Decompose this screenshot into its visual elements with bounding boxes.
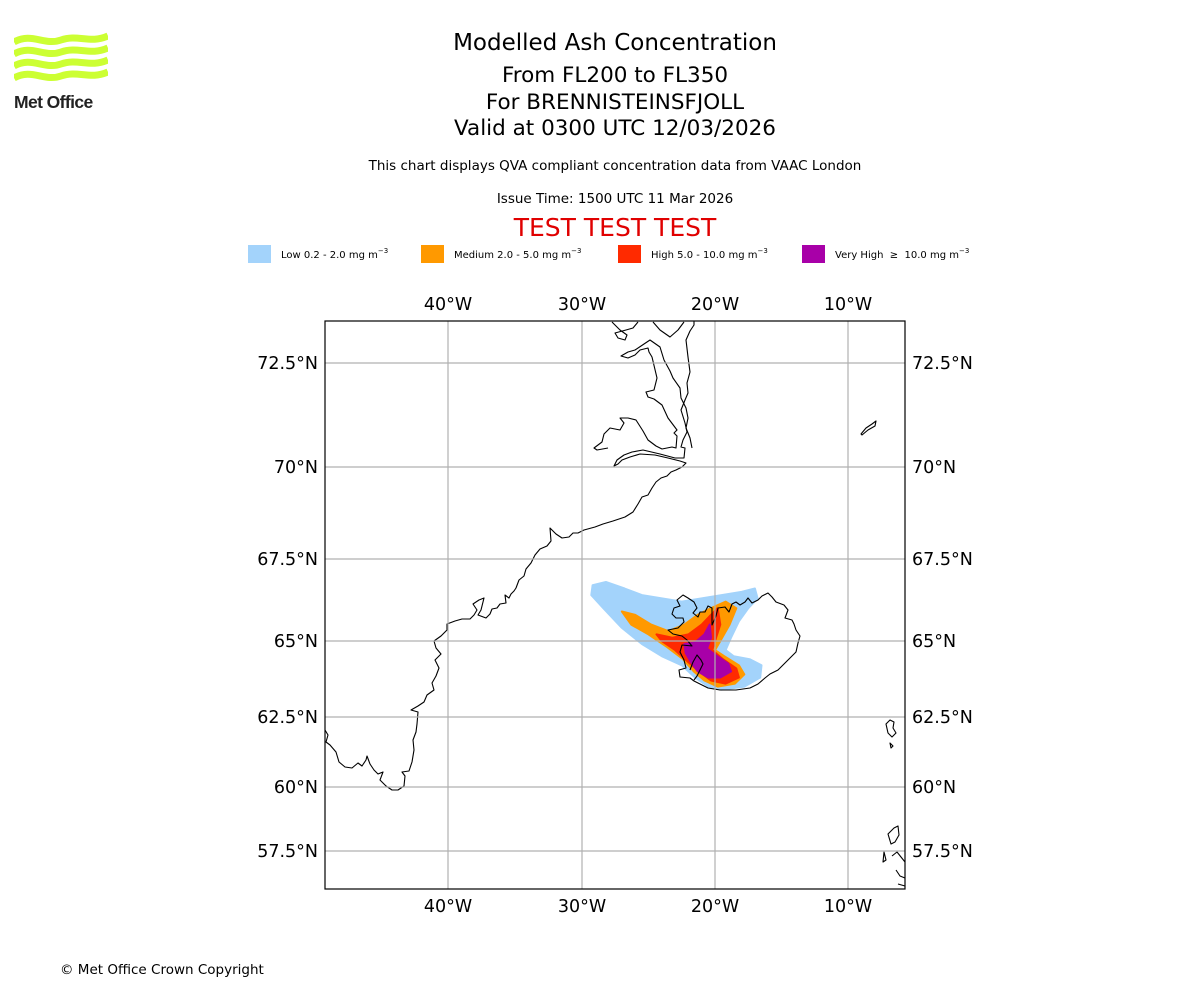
- lon-tick-label-top: 10°W: [824, 295, 872, 315]
- coastline-iceland: [667, 592, 801, 691]
- coastline-iceland-inner: [689, 654, 704, 681]
- legend-swatch-medium: [421, 245, 444, 263]
- lat-tick-label-right: 60°N: [912, 778, 956, 798]
- ash-area-very-high: [683, 623, 732, 679]
- lon-tick-label-bottom: 30°W: [558, 897, 606, 917]
- chart-description: This chart displays QVA compliant concen…: [368, 158, 862, 174]
- lon-tick-label-bottom: 20°W: [691, 897, 739, 917]
- legend-item-medium: Medium 2.0 - 5.0 mg m−3: [421, 244, 581, 264]
- legend-swatch-high: [618, 245, 641, 263]
- lat-tick-label-left: 60°N: [274, 778, 318, 798]
- legend-label-high: High 5.0 - 10.0 mg m−3: [651, 247, 768, 261]
- coastline-faroe: [885, 719, 897, 749]
- lat-tick-label-left: 62.5°N: [257, 708, 318, 728]
- lat-tick-label-left: 67.5°N: [257, 550, 318, 570]
- met-office-logo: Met Office: [12, 30, 110, 114]
- copyright: © Met Office Crown Copyright: [60, 962, 264, 978]
- legend-swatch-low: [248, 245, 271, 263]
- issue-time: Issue Time: 1500 UTC 11 Mar 2026: [496, 191, 734, 207]
- coastline-greenland: [324, 321, 695, 791]
- lon-tick-label-bottom: 10°W: [824, 897, 872, 917]
- flight-levels: From FL200 to FL350: [501, 63, 729, 88]
- coastline-scotland: [882, 825, 906, 887]
- coastline-greenland-north: [611, 321, 639, 341]
- logo-text: Met Office: [14, 92, 93, 112]
- legend-label-low: Low 0.2 - 2.0 mg m−3: [281, 247, 389, 261]
- legend-item-low: Low 0.2 - 2.0 mg m−3: [248, 244, 388, 264]
- legend-item-very-high: Very High ≥ 10.0 mg m−3: [802, 244, 969, 264]
- test-banner: TEST TEST TEST: [513, 213, 717, 242]
- legend-item-high: High 5.0 - 10.0 mg m−3: [618, 244, 768, 264]
- coastline-jan-mayen: [860, 420, 877, 436]
- legend-label-very-high: Very High ≥ 10.0 mg m−3: [835, 247, 970, 261]
- coastlines: [324, 321, 906, 887]
- lon-tick-label-top: 40°W: [424, 295, 472, 315]
- lat-tick-label-left: 72.5°N: [257, 354, 318, 374]
- volcano-name: For BRENNISTEINSFJOLL: [485, 90, 745, 115]
- lat-tick-label-right: 62.5°N: [912, 708, 973, 728]
- coastline-greenland-fjord: [593, 339, 693, 451]
- coastline-greenland-north2: [652, 321, 685, 338]
- graticule: [325, 321, 905, 889]
- lon-tick-label-top: 20°W: [691, 295, 739, 315]
- logo-wave: [12, 56, 110, 70]
- logo-wave: [12, 44, 110, 58]
- logo-wave: [12, 32, 110, 46]
- lat-tick-label-right: 70°N: [912, 458, 956, 478]
- lat-tick-label-left: 65°N: [274, 632, 318, 652]
- lat-tick-label-left: 57.5°N: [257, 842, 318, 862]
- met-office-waves-icon: [12, 32, 110, 82]
- logo-wave: [12, 68, 110, 82]
- valid-time: Valid at 0300 UTC 12/03/2026: [453, 116, 776, 141]
- map-frame: [324, 320, 906, 890]
- lat-tick-label-right: 65°N: [912, 632, 956, 652]
- lat-tick-label-right: 57.5°N: [912, 842, 973, 862]
- lat-tick-label-right: 72.5°N: [912, 354, 973, 374]
- lat-tick-label-right: 67.5°N: [912, 550, 973, 570]
- axis-tick-labels: 40°W 40°W 30°W 30°W 20°W 20°W 10°W 10°W 72.5°N 72…: [257, 295, 973, 917]
- chart-title: Modelled Ash Concentration: [453, 30, 777, 56]
- lon-tick-label-bottom: 40°W: [424, 897, 472, 917]
- legend-label-medium: Medium 2.0 - 5.0 mg m−3: [454, 247, 582, 261]
- lon-tick-label-top: 30°W: [558, 295, 606, 315]
- lat-tick-label-left: 70°N: [274, 458, 318, 478]
- legend-swatch-very-high: [802, 245, 825, 263]
- ash-concentration-layer: [590, 581, 763, 691]
